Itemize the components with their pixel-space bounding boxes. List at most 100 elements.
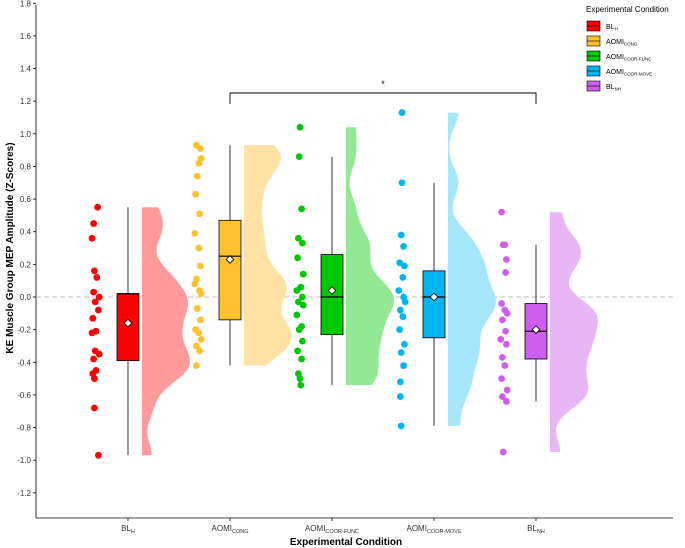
y-tick-label: 1.6	[20, 32, 32, 41]
y-tick-label: 0.8	[20, 162, 32, 171]
data-point	[294, 347, 301, 355]
groups-layer	[88, 109, 598, 459]
data-point	[295, 234, 302, 242]
data-point	[191, 229, 199, 237]
data-point	[501, 241, 509, 249]
y-tick-label: -0.4	[17, 358, 31, 367]
data-point	[91, 267, 98, 275]
legend-label: BLH	[606, 24, 618, 32]
x-tick-label: BLNH	[527, 524, 545, 535]
legend-label-subscript: COOR-MOVE	[624, 72, 652, 77]
x-tick-label-main: AOMI	[305, 524, 325, 533]
x-tick-label-subscript: COOR-FUNC	[325, 529, 359, 535]
data-point	[88, 329, 96, 337]
legend-label-subscript: CONG	[624, 42, 638, 47]
data-point	[197, 262, 204, 270]
data-point	[193, 305, 201, 312]
legend-item: BLNH	[586, 80, 622, 92]
data-point	[197, 336, 205, 343]
data-point	[295, 153, 303, 161]
data-point	[397, 422, 405, 430]
group-bl-nh	[497, 208, 598, 456]
data-point	[399, 274, 407, 281]
legend-item: AOMICONG	[586, 35, 638, 47]
data-point	[298, 355, 305, 363]
data-point	[91, 375, 98, 382]
y-tick-label: 1.0	[20, 130, 32, 139]
data-point	[396, 259, 403, 267]
data-point	[401, 340, 408, 348]
data-point	[502, 327, 509, 335]
data-point	[398, 109, 406, 116]
data-point	[95, 306, 102, 314]
data-point	[298, 205, 305, 213]
density-cloud	[142, 207, 190, 456]
legend-label-main: BL	[606, 24, 615, 31]
legend-label-main: BL	[606, 84, 615, 91]
x-axis: BLH AOMICONG AOMICOOR-FUNC AOMICOOR-MOVE BLN…	[36, 517, 673, 535]
legend-item: AOMICOOR-MOVE	[586, 65, 652, 77]
x-tick-label-main: BL	[121, 524, 131, 533]
y-tick-label: 0.4	[20, 228, 32, 237]
x-tick-label-main: BL	[527, 524, 537, 533]
significance-label: *	[381, 79, 385, 89]
data-point	[195, 159, 203, 167]
mean-marker	[327, 286, 337, 295]
y-tick-label: 1.2	[20, 97, 32, 106]
data-point	[497, 336, 505, 343]
density-cloud	[346, 127, 394, 386]
data-point	[293, 287, 301, 294]
data-point	[91, 298, 99, 306]
data-point	[93, 274, 101, 281]
mean-marker	[531, 325, 541, 335]
x-tick-label: BLH	[121, 524, 135, 535]
legend-label: AOMICOOR-MOVE	[606, 69, 652, 77]
data-point	[397, 306, 404, 314]
data-point	[503, 256, 510, 263]
x-tick-label-subscript: NH	[537, 529, 545, 535]
legend-title: Experimental Condition	[586, 5, 669, 14]
data-point	[197, 316, 204, 324]
data-point	[295, 326, 303, 334]
group-aomi-cong	[191, 141, 292, 369]
data-point	[299, 239, 306, 247]
y-tick-label: 1.4	[20, 65, 32, 74]
data-point	[395, 287, 403, 294]
density-cloud	[448, 112, 496, 426]
x-axis-title: Experimental Condition	[290, 537, 402, 548]
legend-label-main: AOMI	[606, 69, 624, 76]
data-point	[499, 448, 507, 456]
data-point	[397, 393, 404, 400]
data-point	[299, 293, 306, 301]
data-point	[195, 244, 203, 252]
significance-bracket	[229, 92, 537, 104]
x-tick-label: AOMICONG	[212, 524, 249, 535]
data-point	[502, 269, 509, 276]
data-point	[501, 362, 509, 369]
data-point	[95, 350, 103, 358]
data-point	[399, 313, 407, 320]
data-point	[400, 243, 407, 250]
legend-item: AOMICOOR-FUNC	[586, 50, 652, 62]
data-point	[503, 340, 510, 348]
data-point	[196, 347, 204, 355]
data-point	[503, 386, 511, 394]
data-point	[401, 262, 408, 270]
data-point	[503, 309, 511, 317]
data-point	[299, 301, 307, 309]
data-point	[90, 355, 97, 363]
data-point	[498, 300, 505, 307]
legend: Experimental Condition BLHAOMICONGAOMICO…	[586, 5, 669, 92]
data-point	[498, 208, 505, 216]
data-point	[297, 381, 305, 389]
data-point	[397, 378, 404, 386]
data-point	[197, 290, 205, 298]
x-tick-label-subscript: CONG	[232, 529, 249, 535]
legend-label-subscript: COOR-FUNC	[624, 57, 652, 62]
y-tick-label: -0.8	[17, 424, 31, 433]
data-point	[397, 349, 405, 356]
legend-label-subscript: NH	[615, 87, 622, 92]
x-tick-label-subscript: H	[131, 529, 135, 535]
legend-item: BLH	[586, 20, 618, 32]
